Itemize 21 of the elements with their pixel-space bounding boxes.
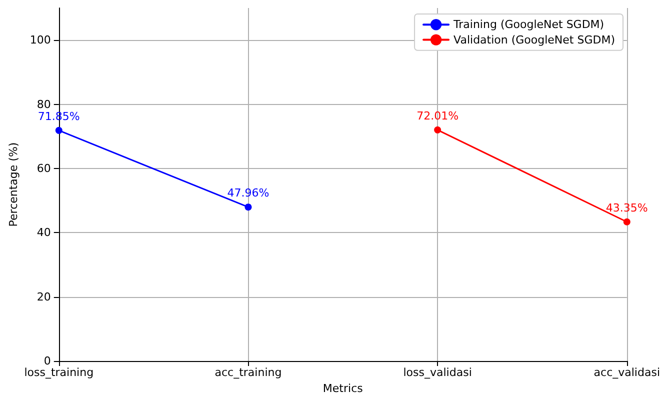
x-tick-label: loss_training: [24, 366, 94, 379]
point: [434, 126, 442, 134]
y-tick-label: 100: [30, 34, 51, 47]
y-tick-label: 40: [36, 226, 51, 240]
data-label: 72.01%: [416, 109, 459, 122]
legend-label: Training (GoogleNet SGDM): [452, 18, 604, 32]
x-axis-title: Metrics: [322, 382, 364, 395]
point: [244, 204, 252, 211]
y-tick-label: 0: [44, 354, 51, 368]
x-tick-label: loss_validasi: [403, 366, 472, 379]
x-tick-label: acc_training: [214, 366, 282, 379]
x-tick-label: acc_validasi: [594, 366, 660, 379]
point: [55, 126, 62, 134]
point: [623, 218, 630, 226]
y-tick-label: 80: [36, 98, 51, 111]
y-axis-title: Percentage (%): [7, 142, 20, 227]
y-tick-label: 60: [36, 162, 51, 175]
legend-label: Validation (GoogleNet SGDM): [454, 33, 616, 46]
data-label: 43.35%: [606, 201, 648, 214]
y-tick-label: 20: [36, 290, 51, 304]
data-label: 47.96%: [227, 186, 270, 200]
